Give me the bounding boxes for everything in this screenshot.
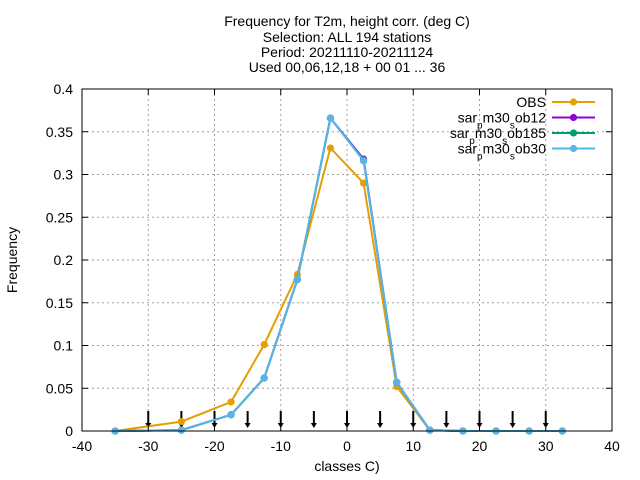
- data-point: [177, 417, 185, 426]
- x-tick-label: -30: [138, 438, 158, 454]
- data-point: [426, 426, 434, 434]
- title-line-1: Frequency for T2m, height corr. (deg C): [224, 13, 470, 29]
- x-tick-label: 30: [538, 438, 554, 454]
- title-line-3: Period: 20211110-20211124: [261, 44, 434, 60]
- data-point: [359, 157, 368, 165]
- legend-swatch-marker: [569, 113, 578, 122]
- class-boundary-arrow: [443, 411, 450, 428]
- x-tick-label: 10: [405, 438, 421, 454]
- class-boundary-arrow: [509, 411, 516, 428]
- y-tick-label: 0: [65, 423, 73, 439]
- data-point: [359, 179, 368, 187]
- x-tick-label: 40: [604, 438, 620, 454]
- y-tick-label: 0.4: [54, 81, 74, 97]
- series-1: [111, 114, 566, 435]
- legend-entry: sarpm30sob30: [458, 141, 595, 163]
- x-tick-label: -10: [271, 438, 291, 454]
- legend-swatch-marker: [569, 129, 578, 137]
- chart-title: Frequency for T2m, height corr. (deg C) …: [224, 13, 470, 75]
- plot-series: [111, 114, 566, 435]
- data-point: [293, 276, 301, 284]
- series-2: [111, 114, 566, 435]
- data-point: [227, 398, 235, 406]
- data-point: [260, 374, 268, 382]
- series-0: [111, 144, 566, 435]
- legend-swatch-marker: [569, 98, 578, 106]
- axis-ticks: -40 -30 -20 -10 0 10 20 30 40 0 0.05 0.1 0.15 0.2 0.25…: [46, 81, 620, 454]
- legend-label: OBS: [516, 94, 546, 110]
- legend-entry: sarpm30sob12: [458, 110, 595, 132]
- series-line: [115, 115, 563, 432]
- series-line: [115, 115, 563, 432]
- y-tick-label: 0.15: [46, 295, 73, 311]
- x-tick-label: 0: [343, 438, 351, 454]
- y-tick-label: 0.05: [46, 380, 73, 396]
- x-tick-label: -40: [72, 438, 92, 454]
- legend-entry: sarpm30sob185: [450, 125, 595, 147]
- legend-label: sarpm30sob30: [458, 141, 547, 163]
- y-tick-label: 0.35: [46, 124, 73, 140]
- data-point: [326, 144, 335, 152]
- class-boundary-arrow: [377, 411, 384, 428]
- legend-label: sarpm30sob185: [450, 125, 546, 147]
- legend-swatch-marker: [569, 144, 578, 153]
- data-point: [393, 378, 401, 386]
- y-axis-label: Frequency: [4, 227, 20, 293]
- data-point: [177, 426, 185, 434]
- y-tick-label: 0.1: [54, 338, 74, 354]
- class-boundary-arrow: [310, 411, 317, 428]
- x-axis-label: classes C): [314, 458, 379, 474]
- legend-entry: OBS: [516, 94, 595, 110]
- y-tick-label: 0.25: [46, 209, 73, 225]
- class-boundary-arrow: [244, 411, 251, 428]
- x-tick-label: -20: [204, 438, 224, 454]
- title-line-4: Used 00,06,12,18 + 00 01 ... 36: [249, 59, 446, 75]
- data-point: [326, 114, 335, 122]
- x-tick-label: 20: [472, 438, 488, 454]
- series-line: [115, 115, 563, 432]
- series-3: [111, 114, 566, 435]
- y-tick-label: 0.2: [54, 252, 74, 268]
- grid: [82, 89, 612, 431]
- data-point: [260, 341, 268, 349]
- y-tick-label: 0.3: [54, 167, 74, 183]
- data-point: [227, 411, 235, 419]
- legend-label: sarpm30sob12: [458, 110, 547, 132]
- class-boundary-arrows: [145, 411, 549, 428]
- title-line-2: Selection: ALL 194 stations: [263, 29, 431, 45]
